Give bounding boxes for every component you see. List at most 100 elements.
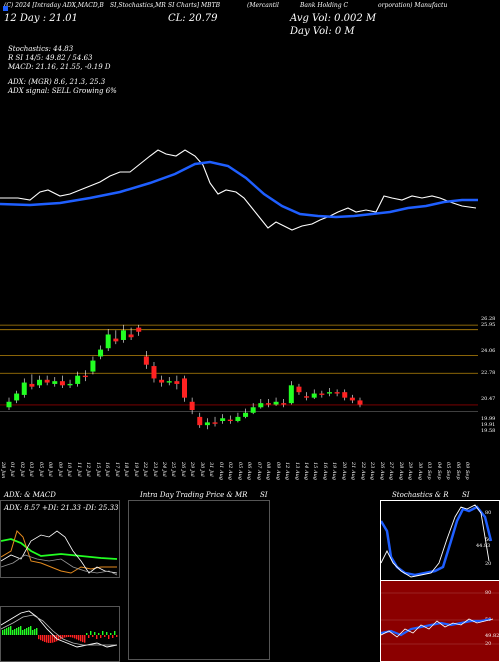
candle-body <box>182 378 187 398</box>
date-tick: 21 Aug <box>350 462 357 480</box>
rsi-current-value: 49.82 <box>485 633 500 639</box>
candle-body <box>227 419 233 422</box>
macd-readout: MACD: 21.16, 21.55, -0.19 D <box>8 63 111 71</box>
date-tick: 01 Jul <box>9 462 16 477</box>
macd-bar <box>106 632 108 635</box>
price-label-2: 25.95 <box>481 322 496 328</box>
header-title: (C) 2024 [Intraday ADX,MACD,B <box>4 2 104 9</box>
candle-body <box>258 403 264 408</box>
candle-body <box>288 385 294 404</box>
date-tick: 12 Jul <box>85 462 92 477</box>
candle-body <box>67 383 73 386</box>
header-day-vol: Day Vol: 0 M <box>290 26 355 37</box>
date-tick: 26 Jul <box>179 462 186 477</box>
candle-body <box>52 381 58 384</box>
candle-body <box>90 360 96 372</box>
date-tick: 23 Aug <box>369 462 376 480</box>
date-tick: 31 Jul <box>208 462 215 477</box>
macd-bar <box>66 635 68 638</box>
macd-bar <box>114 631 116 635</box>
candle-body <box>151 366 157 379</box>
date-tick: 19 Jul <box>132 462 139 477</box>
candle-body <box>204 422 210 426</box>
macd-bar <box>88 635 90 638</box>
macd-panel <box>0 606 120 662</box>
date-tick: 19 Aug <box>331 462 338 480</box>
candle-body <box>220 418 226 422</box>
date-tick: 28 Aug <box>397 462 404 480</box>
stochastics-readout: Stochastics: 44.83 <box>8 45 74 53</box>
header-close: CL: 20.79 <box>168 13 218 24</box>
candle-body <box>273 401 279 405</box>
macd-bar <box>92 635 94 637</box>
macd-bar <box>2 630 4 635</box>
date-tick: 30 Aug <box>416 462 423 480</box>
header-title-b: SI,Stochastics,MR <box>110 2 166 9</box>
candle-body <box>197 416 203 426</box>
adx-panel-title: ADX: & MACD <box>4 491 56 499</box>
date-tick: 09 Sep <box>464 462 470 480</box>
candle-body <box>243 412 249 417</box>
macd-bar <box>10 626 12 635</box>
candle-body <box>304 396 310 398</box>
macd-bar <box>36 628 38 635</box>
candle-body <box>6 401 12 408</box>
adx-panel: ADX: 8.57 +DI: 21.33 -DI: 25.33 <box>0 500 120 578</box>
date-tick: 23 Jul <box>151 462 158 477</box>
stoch-lines-svg <box>381 504 493 578</box>
header-avg-vol: Avg Vol: 0.002 M <box>290 13 377 24</box>
date-tick: 16 Jul <box>104 462 111 477</box>
macd-bar <box>58 635 60 641</box>
candle-body <box>265 403 271 405</box>
macd-bar <box>28 627 30 635</box>
macd-bar <box>74 635 76 639</box>
candle-body <box>14 393 20 401</box>
date-tick: 18 Jul <box>123 462 130 477</box>
header-title-d: (Mercantil <box>247 2 279 9</box>
candle-body <box>37 379 43 386</box>
stoch-panel-title-2: SI <box>462 491 470 499</box>
candle-body <box>29 383 35 387</box>
candle-body <box>75 375 81 384</box>
date-tick: 17 Jul <box>113 462 120 477</box>
macd-line <box>1 610 118 648</box>
candle-body <box>212 422 218 424</box>
macd-bar <box>14 629 16 635</box>
date-tick: 24 Jul <box>160 462 167 477</box>
macd-bar <box>24 629 26 635</box>
candle-body <box>128 334 134 338</box>
candle-body <box>120 330 126 340</box>
macd-bar <box>18 627 20 635</box>
macd-bar <box>70 635 72 638</box>
macd-bar <box>64 635 66 638</box>
candle-body <box>326 392 332 394</box>
date-tick: 06 Sep <box>454 462 461 480</box>
date-tick: 14 Aug <box>303 462 310 480</box>
candle-body <box>311 393 317 398</box>
stochastic-line <box>0 149 477 231</box>
date-tick: 07 Aug <box>255 462 262 480</box>
date-tick: 25 Jul <box>170 462 177 477</box>
macd-bar <box>78 635 80 641</box>
date-tick: 01 Aug <box>217 462 224 480</box>
header-12day: 12 Day : 21.01 <box>4 13 78 24</box>
candle-body <box>59 381 65 386</box>
macd-bar <box>80 635 82 642</box>
date-tick: 13 Aug <box>293 462 300 480</box>
macd-bar <box>110 633 112 635</box>
date-tick: 06 Aug <box>246 462 253 480</box>
date-tick: 10 Jul <box>66 462 73 477</box>
candle-body <box>44 379 50 383</box>
price-label-6: 19.99 <box>481 416 496 422</box>
price-label-1: 26.28 <box>481 316 496 322</box>
macd-bar <box>54 635 56 643</box>
macd-bar <box>84 635 86 643</box>
candle-body <box>319 393 325 395</box>
macd-bar <box>8 627 10 635</box>
date-tick: 05 Jul <box>37 462 44 477</box>
candle-body <box>113 338 119 342</box>
macd-bar <box>108 635 110 639</box>
date-tick: 28 Jun <box>0 462 6 479</box>
